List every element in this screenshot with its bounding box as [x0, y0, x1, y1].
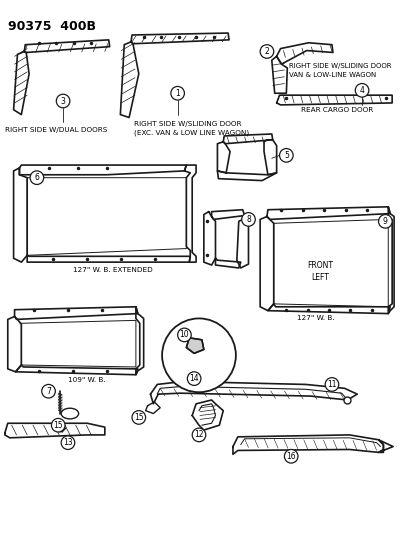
Text: 2: 2 — [264, 47, 269, 56]
Text: LEFT: LEFT — [311, 272, 328, 281]
Circle shape — [354, 84, 368, 97]
Circle shape — [187, 372, 200, 385]
Text: (EXC. VAN & LOW LINE WAGON): (EXC. VAN & LOW LINE WAGON) — [134, 130, 249, 136]
Text: 16: 16 — [286, 452, 295, 461]
Circle shape — [162, 318, 235, 392]
Circle shape — [171, 86, 184, 100]
Text: VAN & LOW-LINE WAGON: VAN & LOW-LINE WAGON — [289, 72, 375, 78]
Circle shape — [30, 171, 44, 184]
Text: 8: 8 — [245, 215, 250, 224]
Text: 12: 12 — [194, 431, 203, 439]
Circle shape — [42, 384, 55, 398]
Ellipse shape — [61, 408, 78, 419]
Circle shape — [56, 94, 70, 108]
Text: 5: 5 — [283, 151, 288, 160]
Text: 15: 15 — [53, 421, 63, 430]
Text: 127" W. B. EXTENDED: 127" W. B. EXTENDED — [73, 267, 152, 273]
Circle shape — [377, 215, 391, 228]
Text: 13: 13 — [63, 438, 73, 447]
Text: RIGHT SIDE W/SLIDING DOOR: RIGHT SIDE W/SLIDING DOOR — [289, 63, 391, 69]
Text: 9: 9 — [382, 217, 387, 226]
Text: 109" W. B.: 109" W. B. — [68, 376, 105, 383]
Circle shape — [279, 149, 292, 162]
Text: RIGHT SIDE W/SLIDING DOOR: RIGHT SIDE W/SLIDING DOOR — [134, 121, 241, 127]
Circle shape — [51, 418, 65, 432]
Text: REAR CARGO DOOR: REAR CARGO DOOR — [300, 107, 372, 112]
Circle shape — [177, 328, 191, 342]
Text: 11: 11 — [326, 380, 336, 389]
Text: FRONT: FRONT — [306, 261, 332, 270]
Text: 3: 3 — [61, 96, 65, 106]
Text: 7: 7 — [46, 387, 51, 395]
Text: 1: 1 — [175, 88, 180, 98]
Text: 4: 4 — [359, 86, 363, 95]
Circle shape — [284, 449, 297, 463]
Text: 127" W. B.: 127" W. B. — [296, 316, 334, 321]
Text: 90375  400B: 90375 400B — [8, 20, 95, 34]
Text: 14: 14 — [189, 374, 199, 383]
Circle shape — [241, 213, 255, 226]
Text: 6: 6 — [34, 173, 39, 182]
Polygon shape — [186, 338, 203, 353]
Text: RIGHT SIDE W/DUAL DOORS: RIGHT SIDE W/DUAL DOORS — [5, 127, 107, 133]
Circle shape — [324, 378, 338, 391]
Circle shape — [192, 428, 205, 442]
Text: 10: 10 — [179, 330, 189, 340]
Text: 15: 15 — [134, 413, 143, 422]
Circle shape — [259, 45, 273, 58]
Circle shape — [132, 410, 145, 424]
Circle shape — [61, 436, 75, 449]
